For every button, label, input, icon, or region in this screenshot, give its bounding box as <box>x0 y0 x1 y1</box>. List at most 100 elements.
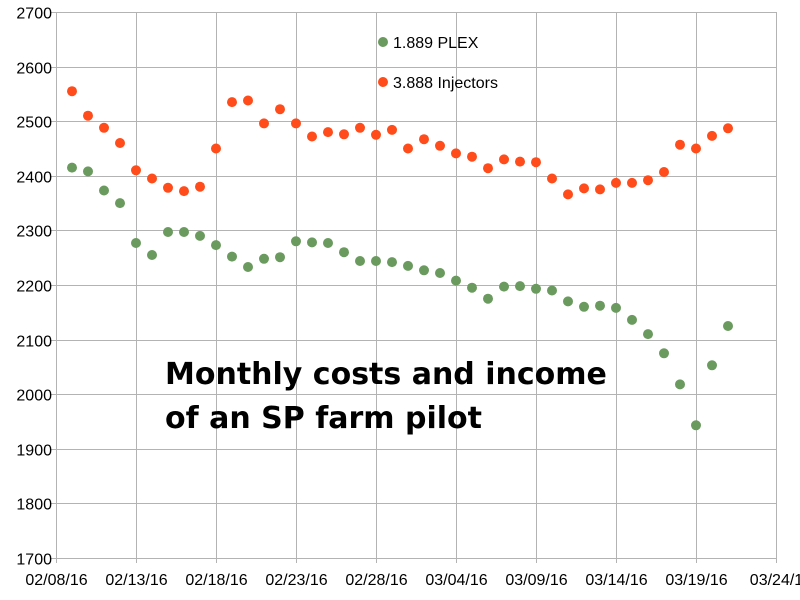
data-point <box>499 281 509 292</box>
data-point <box>595 300 605 311</box>
data-point <box>707 360 717 371</box>
data-point <box>403 143 413 154</box>
data-point <box>707 130 717 141</box>
data-point <box>563 189 573 200</box>
y-tick-label: 2100 <box>16 334 52 351</box>
x-tick-label: 02/18/16 <box>185 572 247 589</box>
x-tick-label: 02/08/16 <box>25 572 87 589</box>
data-point <box>179 186 189 197</box>
data-point <box>307 237 317 248</box>
data-point <box>131 165 141 176</box>
data-point <box>179 227 189 237</box>
data-point <box>691 143 701 154</box>
data-point <box>467 282 477 293</box>
x-axis-ticks: 02/08/16 02/13/16 02/18/16 02/23/16 02/28/16… <box>25 572 800 589</box>
data-point <box>675 139 685 150</box>
series-layer <box>67 86 733 431</box>
data-point <box>243 95 253 106</box>
data-point <box>723 321 733 331</box>
data-point <box>163 227 173 237</box>
data-point <box>387 124 397 135</box>
y-tick-label: 1800 <box>16 497 52 514</box>
data-point <box>531 283 541 294</box>
legend-marker-plex <box>378 37 388 47</box>
data-point <box>147 250 157 260</box>
data-point <box>355 122 365 133</box>
data-point <box>291 236 301 247</box>
series-plex <box>67 162 733 431</box>
data-point <box>691 420 701 431</box>
data-point <box>227 97 237 108</box>
data-point <box>259 253 269 264</box>
data-point <box>275 104 285 115</box>
y-tick-label: 1700 <box>16 552 52 569</box>
data-point <box>547 285 557 296</box>
data-point <box>467 151 477 162</box>
axes <box>51 12 777 563</box>
data-point <box>451 148 461 159</box>
annotation-line-1: Monthly costs and income <box>165 357 607 392</box>
series-injectors <box>67 86 733 200</box>
data-point <box>435 140 445 151</box>
y-tick-label: 2600 <box>16 61 52 78</box>
x-tick-label: 02/23/16 <box>265 572 327 589</box>
y-tick-label: 2000 <box>16 388 52 405</box>
legend: 1.889 PLEX 3.888 Injectors <box>378 35 498 92</box>
data-point <box>547 173 557 184</box>
data-point <box>659 167 669 177</box>
gridlines <box>56 12 777 559</box>
data-point <box>419 134 429 145</box>
data-point <box>579 183 589 194</box>
y-tick-label: 2300 <box>16 224 52 241</box>
data-point <box>371 256 381 266</box>
data-point <box>131 238 141 248</box>
data-point <box>115 198 125 209</box>
data-point <box>419 265 429 276</box>
data-point <box>99 122 109 133</box>
legend-marker-injectors <box>378 77 388 87</box>
data-point <box>323 238 333 248</box>
x-tick-label: 03/19/16 <box>665 572 727 589</box>
data-point <box>99 185 109 196</box>
data-point <box>595 184 605 195</box>
data-point <box>227 251 237 262</box>
data-point <box>627 314 637 325</box>
data-point <box>211 143 221 154</box>
data-point <box>243 262 253 272</box>
data-point <box>675 379 685 390</box>
data-point <box>339 247 349 258</box>
data-point <box>339 129 349 140</box>
data-point <box>403 260 413 271</box>
data-point <box>435 268 445 278</box>
data-point <box>147 173 157 184</box>
y-tick-label: 2700 <box>16 6 52 23</box>
data-point <box>259 118 269 129</box>
data-point <box>275 252 285 263</box>
y-tick-label: 2400 <box>16 170 52 187</box>
data-point <box>563 296 573 307</box>
data-point <box>195 181 205 192</box>
data-point <box>163 182 173 193</box>
legend-label-plex: 1.889 PLEX <box>393 35 479 52</box>
data-point <box>611 177 621 188</box>
data-point <box>627 177 637 188</box>
data-point <box>515 281 525 292</box>
data-point <box>531 157 541 168</box>
data-point <box>67 162 77 173</box>
y-tick-label: 1900 <box>16 443 52 460</box>
data-point <box>115 138 125 148</box>
data-point <box>387 257 397 268</box>
data-point <box>611 302 621 313</box>
data-point <box>355 256 365 266</box>
data-point <box>291 118 301 129</box>
data-point <box>515 156 525 167</box>
data-point <box>723 123 733 134</box>
data-point <box>83 166 93 177</box>
data-point <box>579 301 589 312</box>
data-point <box>483 163 493 174</box>
x-tick-label: 03/24/1 <box>750 572 800 589</box>
data-point <box>307 131 317 142</box>
data-point <box>211 240 221 251</box>
data-point <box>451 275 461 286</box>
